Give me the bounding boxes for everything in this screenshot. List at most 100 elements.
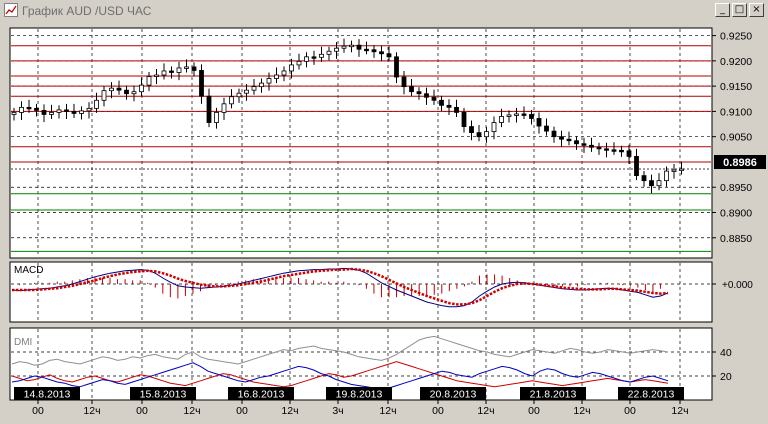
candle-body[interactable] xyxy=(304,56,309,62)
minimize-button[interactable]: _ xyxy=(715,3,730,17)
candle-body[interactable] xyxy=(259,82,264,88)
candle-body[interactable] xyxy=(191,66,197,71)
dmi-adx-line[interactable] xyxy=(11,335,669,366)
candle-body[interactable] xyxy=(86,107,92,112)
candle-body[interactable] xyxy=(356,44,362,50)
maximize-button[interactable]: □ xyxy=(732,3,747,17)
candle-body[interactable] xyxy=(476,132,482,138)
candle-body[interactable] xyxy=(409,86,414,93)
candle-body[interactable] xyxy=(529,114,534,119)
candle-body[interactable] xyxy=(439,99,444,106)
candle-body[interactable] xyxy=(469,126,474,134)
candle-body[interactable] xyxy=(394,56,399,78)
candle-body[interactable] xyxy=(334,47,339,52)
candle-body[interactable] xyxy=(289,64,294,72)
candle-body[interactable] xyxy=(56,109,62,113)
candle-body[interactable] xyxy=(574,140,579,145)
candle-body[interactable] xyxy=(176,67,182,73)
candle-body[interactable] xyxy=(124,89,129,95)
candle-body[interactable] xyxy=(499,116,504,123)
candle-body[interactable] xyxy=(169,70,174,73)
candle-body[interactable] xyxy=(34,107,39,111)
candle-body[interactable] xyxy=(101,90,107,101)
candle-body[interactable] xyxy=(536,118,542,127)
candle-body[interactable] xyxy=(364,48,369,52)
candle-body[interactable] xyxy=(19,106,24,113)
candle-body[interactable] xyxy=(221,103,227,113)
candle-body[interactable] xyxy=(386,53,392,58)
candle-body[interactable] xyxy=(416,91,422,95)
candle-body[interactable] xyxy=(454,106,459,113)
candle-body[interactable] xyxy=(566,138,572,142)
candle-body[interactable] xyxy=(581,143,587,146)
candle-body[interactable] xyxy=(506,114,512,117)
candle-body[interactable] xyxy=(214,112,219,123)
candle-body[interactable] xyxy=(626,150,632,157)
candle-body[interactable] xyxy=(244,89,249,94)
candle-body[interactable] xyxy=(604,148,609,151)
candle-body[interactable] xyxy=(184,66,189,69)
candle-body[interactable] xyxy=(274,74,279,79)
candle-body[interactable] xyxy=(326,50,332,55)
candle-body[interactable] xyxy=(109,87,114,92)
candle-body[interactable] xyxy=(401,76,407,88)
candle-body[interactable] xyxy=(146,76,152,86)
candle-body[interactable] xyxy=(116,87,122,91)
candle-body[interactable] xyxy=(49,112,54,115)
candle-body[interactable] xyxy=(139,84,144,93)
candle-body[interactable] xyxy=(611,149,617,152)
candle-body[interactable] xyxy=(154,74,159,77)
candle-body[interactable] xyxy=(199,70,204,97)
candle-body[interactable] xyxy=(484,131,489,138)
price-panel[interactable] xyxy=(9,27,713,259)
candle-body[interactable] xyxy=(26,106,32,110)
candle-body[interactable] xyxy=(229,96,234,105)
candle-body[interactable] xyxy=(41,109,47,115)
candle-body[interactable] xyxy=(431,96,437,101)
candle-body[interactable] xyxy=(664,170,669,182)
candle-body[interactable] xyxy=(559,136,564,140)
candle-body[interactable] xyxy=(424,93,429,98)
candle-body[interactable] xyxy=(446,104,452,108)
candle-body[interactable] xyxy=(596,146,602,150)
candle-body[interactable] xyxy=(544,125,549,132)
candle-body[interactable] xyxy=(341,45,347,49)
candle-body[interactable] xyxy=(206,95,212,123)
candle-body[interactable] xyxy=(649,180,654,187)
candle-body[interactable] xyxy=(71,111,77,114)
title-bar[interactable]: График AUD /USD ЧАС _ □ × xyxy=(0,0,768,23)
candle-body[interactable] xyxy=(679,168,684,171)
candle-body[interactable] xyxy=(641,175,647,182)
dmi-minus-di-line[interactable] xyxy=(11,361,669,388)
candle-body[interactable] xyxy=(671,169,677,172)
candle-body[interactable] xyxy=(266,78,272,84)
candle-body[interactable] xyxy=(94,99,99,109)
candle-body[interactable] xyxy=(656,180,662,187)
candle-body[interactable] xyxy=(236,92,242,98)
candle-body[interactable] xyxy=(251,86,257,91)
candle-body[interactable] xyxy=(281,70,287,76)
candle-body[interactable] xyxy=(551,130,557,138)
candle-body[interactable] xyxy=(491,122,497,133)
candle-body[interactable] xyxy=(521,113,527,116)
candle-body[interactable] xyxy=(319,53,324,58)
chart-canvas[interactable]: 0.9250 0.9200 0.9150 0.9100 0.9050 0.8950 0.89… xyxy=(0,22,768,424)
candle-body[interactable] xyxy=(619,149,624,153)
candle-body[interactable] xyxy=(349,44,354,48)
candle-body[interactable] xyxy=(131,91,137,95)
candle-body[interactable] xyxy=(79,110,84,114)
close-button[interactable]: × xyxy=(749,3,764,17)
candle-body[interactable] xyxy=(634,155,639,177)
candle-body[interactable] xyxy=(514,113,519,116)
candle-body[interactable] xyxy=(11,112,17,115)
candle-body[interactable] xyxy=(296,60,302,66)
candle-body[interactable] xyxy=(311,56,317,59)
dmi-plus-di-line[interactable] xyxy=(11,362,669,390)
candle-body[interactable] xyxy=(64,109,69,112)
candle-body[interactable] xyxy=(379,51,384,55)
candle-body[interactable] xyxy=(461,112,467,127)
candle-body[interactable] xyxy=(371,49,377,53)
macd-signal-line[interactable] xyxy=(12,267,669,306)
candle-body[interactable] xyxy=(161,70,167,76)
candle-body[interactable] xyxy=(589,144,594,148)
